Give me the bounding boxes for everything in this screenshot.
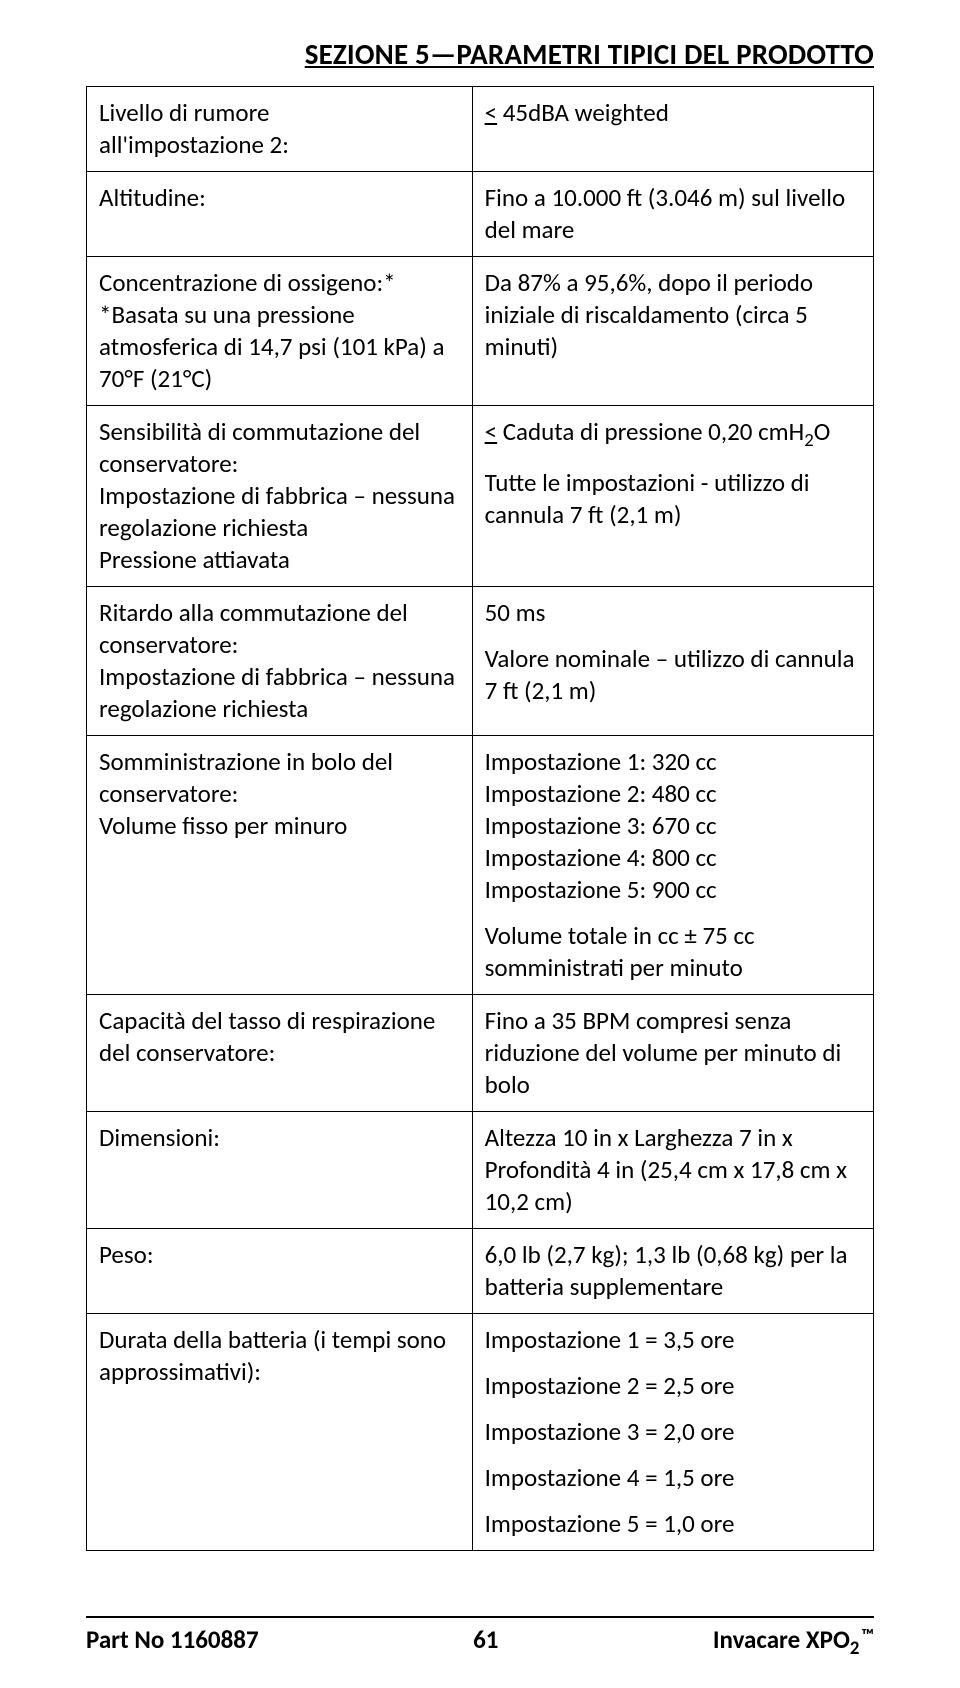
spec-label: Dimensioni: xyxy=(87,1112,473,1229)
table-row: Sensibilità di commutazione del conserva… xyxy=(87,406,874,587)
page-footer: Part No 1160887 61 Invacare XPO2™ xyxy=(86,1616,874,1660)
section-title: SEZIONE 5—PARAMETRI TIPICI DEL PRODOTTO xyxy=(86,36,874,72)
table-row: Dimensioni:Altezza 10 in x Larghezza 7 i… xyxy=(87,1112,874,1229)
spec-table: Livello di rumoreall'impostazione 2:< 45… xyxy=(86,86,874,1551)
table-row: Ritardo alla commutazione del conservato… xyxy=(87,587,874,736)
spec-value: Fino a 35 BPM compresi senza riduzione d… xyxy=(472,995,873,1112)
table-row: Somministrazione in bolo del conservator… xyxy=(87,736,874,995)
spec-value: Impostazione 1: 320 ccImpostazione 2: 48… xyxy=(472,736,873,995)
footer-center: 61 xyxy=(473,1624,498,1660)
spec-label: Somministrazione in bolo del conservator… xyxy=(87,736,473,995)
spec-label: Capacità del tasso di respirazione del c… xyxy=(87,995,473,1112)
table-row: Livello di rumoreall'impostazione 2:< 45… xyxy=(87,87,874,172)
spec-value: 6,0 lb (2,7 kg); 1,3 lb (0,68 kg) per la… xyxy=(472,1229,873,1314)
spec-label: Peso: xyxy=(87,1229,473,1314)
table-row: Capacità del tasso di respirazione del c… xyxy=(87,995,874,1112)
footer-right: Invacare XPO2™ xyxy=(713,1624,874,1660)
spec-label: Sensibilità di commutazione del conserva… xyxy=(87,406,473,587)
table-row: Concentrazione di ossigeno:**Basata su u… xyxy=(87,257,874,406)
footer-left: Part No 1160887 xyxy=(86,1624,259,1660)
spec-label: Concentrazione di ossigeno:**Basata su u… xyxy=(87,257,473,406)
spec-value: Da 87% a 95,6%, dopo il periodo iniziale… xyxy=(472,257,873,406)
spec-value: < Caduta di pressione 0,20 cmH2OTutte le… xyxy=(472,406,873,587)
spec-value: Impostazione 1 = 3,5 oreImpostazione 2 =… xyxy=(472,1314,873,1551)
spec-value: Fino a 10.000 ft (3.046 m) sul livello d… xyxy=(472,172,873,257)
spec-value: < 45dBA weighted xyxy=(472,87,873,172)
table-row: Peso:6,0 lb (2,7 kg); 1,3 lb (0,68 kg) p… xyxy=(87,1229,874,1314)
spec-value: Altezza 10 in x Larghezza 7 in x Profond… xyxy=(472,1112,873,1229)
spec-label: Altitudine: xyxy=(87,172,473,257)
table-row: Durata della batteria (i tempi sono appr… xyxy=(87,1314,874,1551)
spec-label: Livello di rumoreall'impostazione 2: xyxy=(87,87,473,172)
spec-value: 50 msValore nominale – utilizzo di cannu… xyxy=(472,587,873,736)
spec-label: Ritardo alla commutazione del conservato… xyxy=(87,587,473,736)
spec-label: Durata della batteria (i tempi sono appr… xyxy=(87,1314,473,1551)
table-row: Altitudine:Fino a 10.000 ft (3.046 m) su… xyxy=(87,172,874,257)
